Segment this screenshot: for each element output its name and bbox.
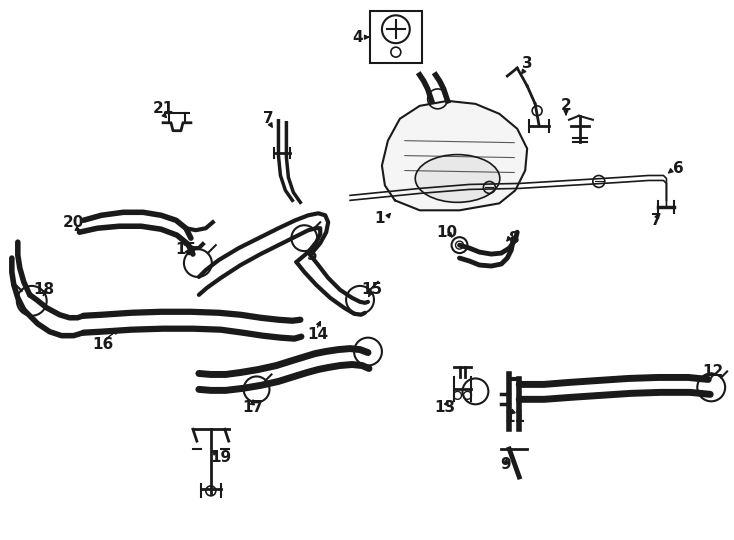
Text: 15: 15 [361, 282, 382, 298]
Text: 14: 14 [308, 327, 329, 342]
Text: 15: 15 [175, 241, 197, 256]
Text: 9: 9 [500, 457, 511, 472]
Ellipse shape [415, 154, 500, 202]
Text: 18: 18 [33, 282, 54, 298]
Text: 17: 17 [242, 400, 264, 415]
Text: 19: 19 [210, 449, 231, 464]
Text: 4: 4 [353, 30, 363, 45]
Text: 8: 8 [508, 231, 518, 246]
Text: 7: 7 [264, 111, 274, 126]
Text: 20: 20 [63, 215, 84, 230]
Text: 11: 11 [505, 410, 526, 425]
Text: 2: 2 [561, 98, 571, 113]
Text: 6: 6 [673, 161, 684, 176]
Text: 13: 13 [434, 400, 455, 415]
Bar [370, 11, 422, 63]
Text: 5: 5 [307, 247, 318, 262]
Polygon shape [382, 101, 527, 210]
Text: 3: 3 [522, 56, 532, 71]
Text: 16: 16 [92, 337, 114, 352]
Text: 10: 10 [436, 225, 457, 240]
Text: 21: 21 [153, 102, 174, 116]
Text: 12: 12 [702, 364, 724, 379]
Text: 7: 7 [651, 213, 662, 228]
Text: 1: 1 [374, 211, 385, 226]
